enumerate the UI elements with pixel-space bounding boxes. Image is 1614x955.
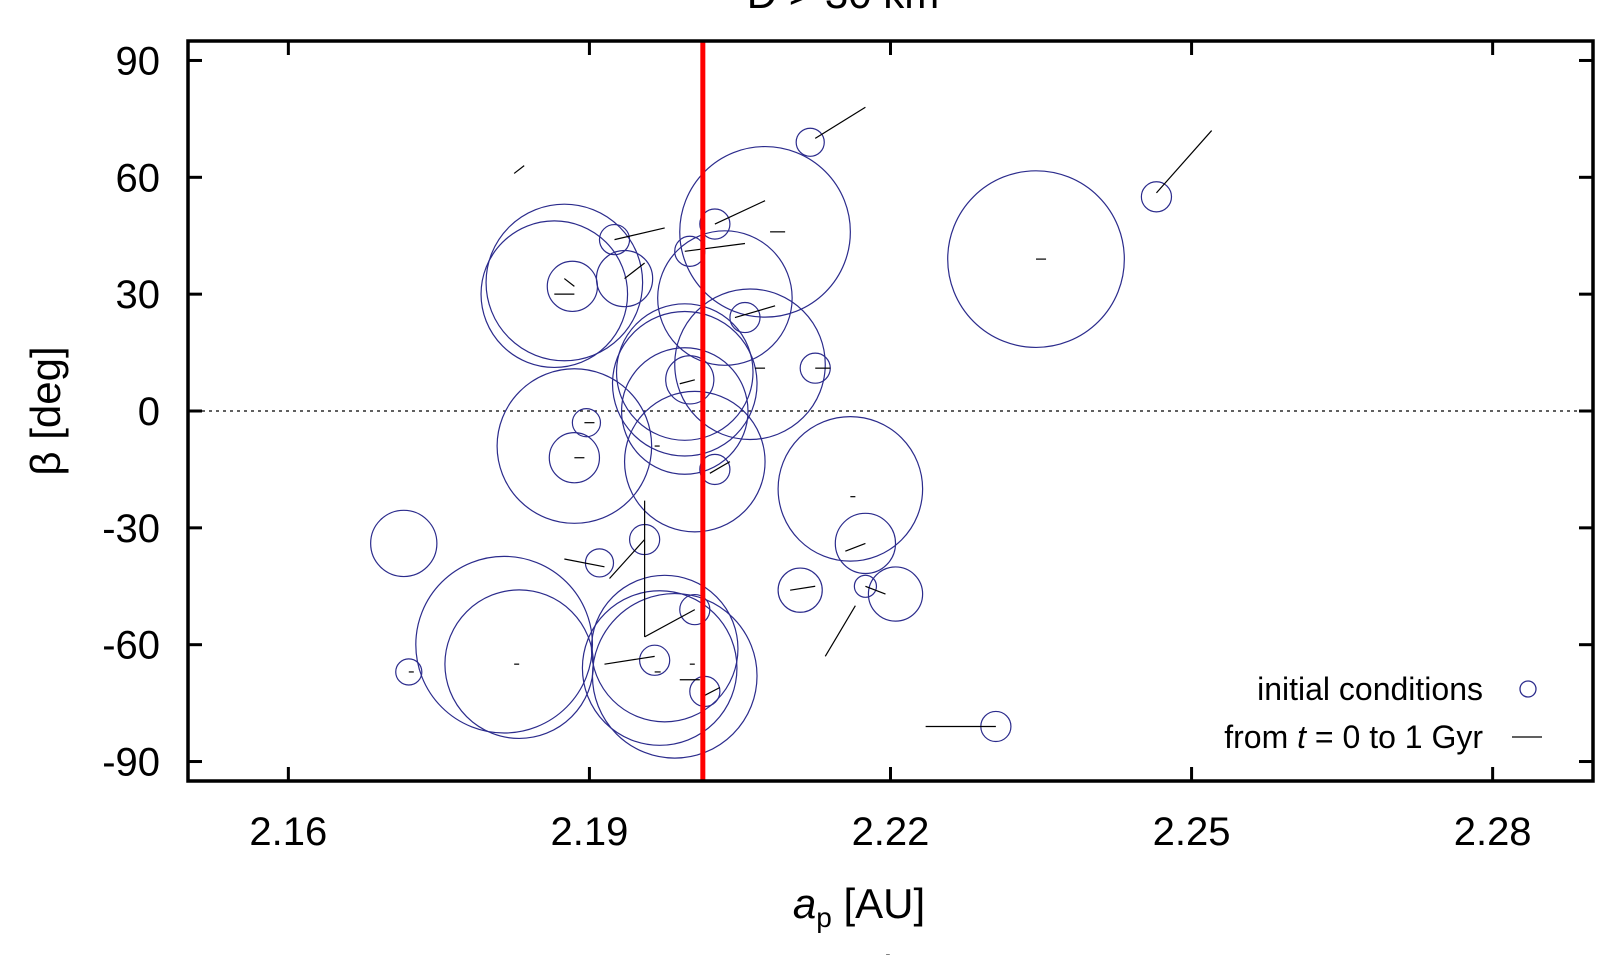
initial-condition-circle — [590, 574, 739, 723]
initial-condition-circle — [591, 592, 758, 759]
initial-condition-circle — [548, 432, 601, 484]
evolution-track — [564, 558, 605, 568]
evolution-track — [714, 200, 766, 225]
x-axis-label: ap [AU] — [793, 880, 925, 933]
initial-condition-circle — [395, 658, 423, 686]
evolution-track — [704, 686, 721, 696]
y-tick-label: 60 — [116, 156, 161, 200]
initial-condition-circle — [485, 203, 644, 362]
x-axis-label-unit: [AU] — [832, 880, 925, 927]
y-tick-label: 30 — [116, 273, 161, 317]
evolution-track — [734, 305, 776, 319]
initial-condition-circle — [795, 127, 825, 157]
legend-label-0-prefix: initial conditions — [1257, 671, 1483, 707]
initial-condition-circle — [853, 574, 878, 598]
initial-condition-circle — [674, 288, 826, 441]
legend-label-1-prefix: from — [1224, 719, 1297, 755]
evolution-track — [709, 461, 731, 474]
initial-condition-circle — [615, 303, 754, 441]
initial-condition-circle — [370, 509, 438, 578]
y-tick-label: -60 — [102, 624, 160, 668]
evolution-track — [865, 585, 886, 595]
evolution-track — [824, 605, 856, 657]
initial-condition-circle — [623, 390, 766, 533]
x-axis-label-sub: p — [816, 902, 832, 933]
initial-condition-circle — [777, 416, 924, 562]
legend-label-1-italic: t — [1297, 719, 1307, 755]
y-tick-label: 90 — [116, 39, 161, 83]
x-tick-label: 2.19 — [550, 810, 628, 854]
y-tick-label: -30 — [102, 507, 160, 551]
y-tick-label: -90 — [102, 741, 160, 785]
initial-condition-circle — [947, 170, 1125, 349]
initial-condition-circle — [415, 555, 594, 734]
y-axis-label: β [deg] — [22, 346, 69, 475]
plot-area — [188, 41, 1593, 781]
initial-condition-circle — [777, 567, 823, 613]
x-tick-label: 2.25 — [1153, 810, 1231, 854]
initial-condition-circle — [611, 310, 758, 457]
initial-condition-circle — [834, 512, 897, 575]
y-tick-label: 0 — [138, 390, 160, 434]
evolution-track — [845, 542, 866, 552]
initial-condition-circle — [1140, 181, 1173, 213]
evolution-track — [644, 609, 696, 638]
initial-condition-circle — [679, 593, 711, 626]
x-tick-label: 2.28 — [1454, 810, 1532, 854]
initial-condition-circle — [699, 208, 731, 240]
initial-condition-circle — [620, 347, 749, 475]
x-axis-label-main: a — [793, 880, 816, 927]
initial-condition-circle — [867, 566, 924, 622]
evolution-track — [513, 165, 525, 174]
evolution-track — [790, 585, 816, 591]
initial-condition-circle — [595, 249, 654, 308]
legend-label-1-suffix: = 0 to 1 Gyr — [1306, 719, 1483, 755]
evolution-track — [604, 655, 655, 665]
x-tick-label: 2.22 — [852, 810, 930, 854]
x-tick-label: 2.16 — [249, 810, 327, 854]
initial-condition-circle — [480, 220, 629, 369]
legend-label-initial-conditions: initial conditions — [1257, 671, 1483, 707]
evolution-track — [684, 242, 746, 252]
evolution-track — [1155, 130, 1213, 194]
evolution-track — [814, 106, 866, 139]
initial-condition-circle — [679, 145, 851, 318]
chart-title-top: D > 30 km — [747, 0, 940, 17]
axis-ticks: 2.16 2.19 2.22 2.25 2.28 90 60 30 0 -30 -60 -90 — [102, 39, 1593, 854]
initial-condition-circle — [571, 408, 602, 438]
evolution-track — [679, 379, 695, 385]
evolution-track — [563, 278, 575, 287]
initial-condition-circle — [598, 223, 631, 256]
initial-condition-circle — [496, 368, 653, 524]
legend-circle-symbol — [1519, 680, 1537, 698]
evolution-track — [609, 539, 646, 579]
evolution-track — [614, 227, 665, 241]
legend-label-tracks: from t = 0 to 1 Gyr — [1224, 719, 1483, 755]
evolution-track — [624, 262, 645, 280]
initial-condition-circle — [657, 230, 793, 366]
legend: initial conditions from t = 0 to 1 Gyr — [1224, 671, 1542, 755]
chart-title-bottom: D < 30 km — [747, 947, 940, 955]
initial-condition-circle — [581, 590, 738, 746]
initial-condition-circle — [699, 453, 731, 486]
initial-condition-circle — [639, 644, 671, 676]
